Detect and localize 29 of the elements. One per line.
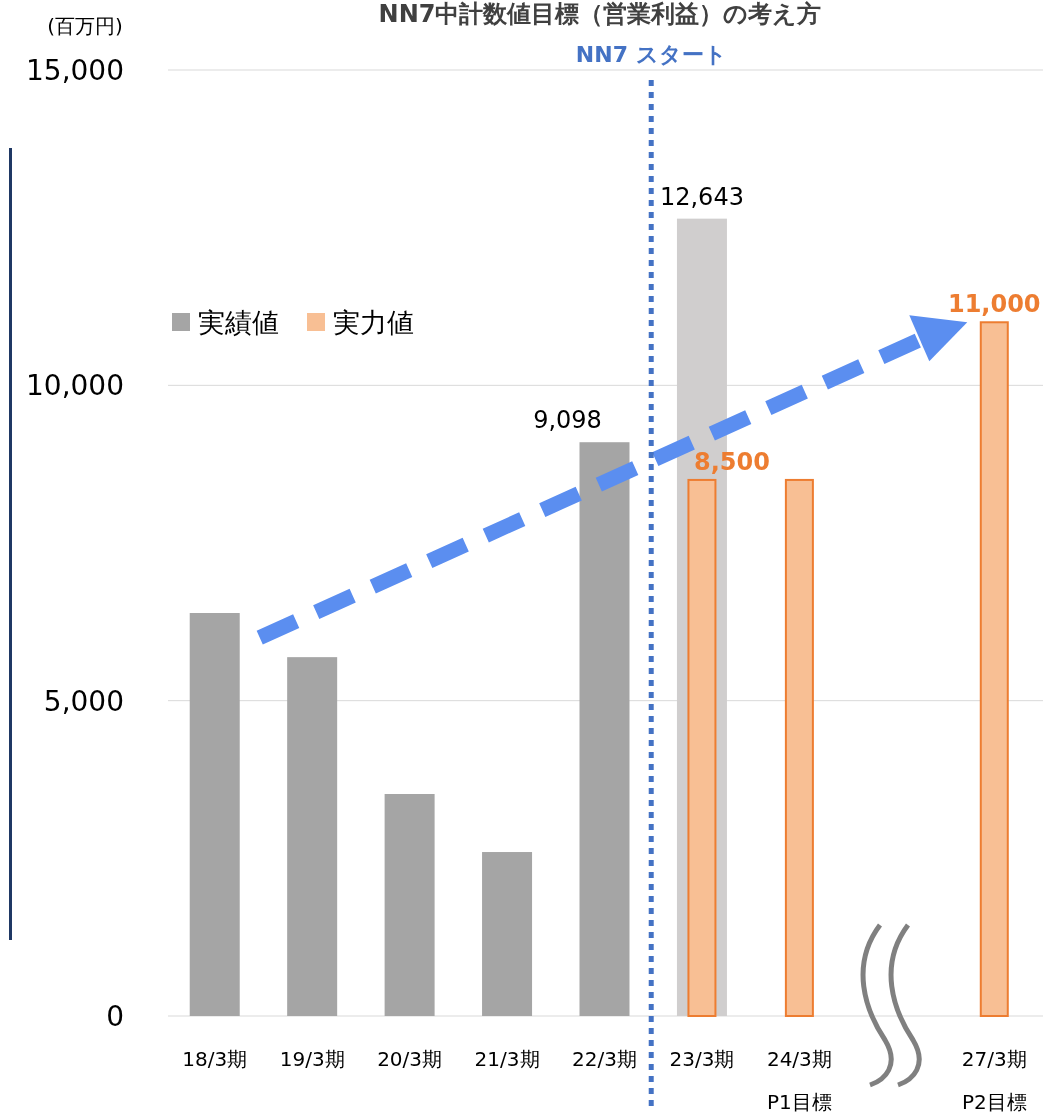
data-label: 11,000: [947, 290, 1041, 319]
y-tick-label: 15,000: [26, 54, 124, 87]
x-tick-label: 21/3期: [474, 1047, 540, 1071]
y-tick-label: 10,000: [26, 369, 124, 403]
x-tick-label: 19/3期: [279, 1047, 345, 1071]
ref-line-label: NN7 スタート: [575, 42, 727, 67]
bar: [979, 321, 1009, 1017]
bar: [287, 657, 338, 1016]
y-tick-label: 0: [106, 1000, 124, 1033]
chart-title: NN7中計数値目標（営業利益）の考え方: [378, 0, 822, 28]
y-tick-label: 5,000: [43, 684, 124, 718]
data-label: 9,098: [533, 406, 602, 435]
bar: [482, 852, 533, 1016]
x-tick-label: 24/3期 P1目標: [766, 1047, 832, 1114]
bar: [189, 613, 240, 1016]
legend-label: 実績値: [198, 307, 279, 338]
x-tick-label: 27/3期 P2目標: [961, 1047, 1027, 1114]
bar: [384, 794, 435, 1016]
bar: [579, 442, 630, 1016]
x-tick-label: 20/3期: [377, 1047, 443, 1071]
bar: [784, 478, 814, 1017]
x-tick-label: 22/3期: [572, 1047, 637, 1071]
legend-label: 実力値: [333, 307, 414, 338]
x-tick-label: 18/3期: [182, 1047, 248, 1071]
data-label: 12,643: [659, 182, 744, 211]
x-tick-label: 23/3期: [669, 1047, 735, 1071]
bar: [687, 478, 717, 1017]
y-axis-title: (百万円): [47, 14, 123, 38]
data-label: 8,500: [693, 447, 770, 476]
